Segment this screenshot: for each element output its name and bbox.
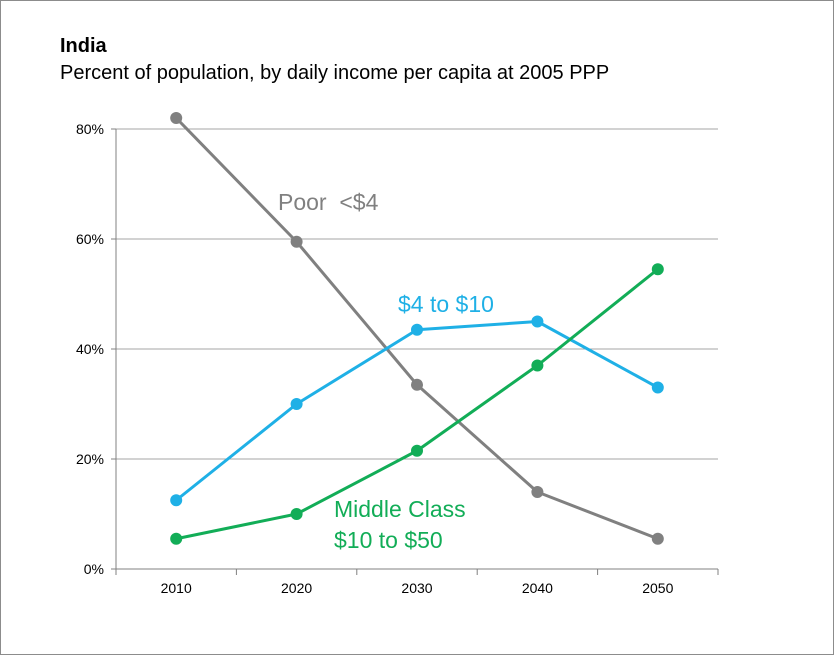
data-point	[290, 398, 303, 410]
series-label: Poor <$4	[278, 189, 379, 215]
chart-title: India	[60, 35, 107, 57]
data-point	[290, 235, 303, 248]
gridlines	[116, 128, 718, 460]
series-label: $10 to $50	[334, 527, 443, 553]
y-axis-ticks: 0% 20% 40% 60% 80%	[76, 121, 116, 577]
x-axis-ticks: 2010 2020 2030 2040 2050	[115, 569, 719, 596]
x-tick-label: 2010	[161, 580, 192, 596]
data-point	[651, 263, 664, 276]
data-point	[531, 486, 544, 498]
data-point	[651, 381, 664, 394]
y-tick-label: 80%	[76, 121, 104, 137]
x-tick-label: 2020	[281, 580, 312, 596]
y-tick-label: 40%	[76, 341, 104, 357]
data-point	[170, 112, 183, 124]
data-point	[531, 315, 544, 328]
y-tick-label: 60%	[76, 231, 104, 247]
y-tick-label: 20%	[76, 451, 104, 467]
data-point	[651, 532, 664, 545]
series-label: Middle Class	[334, 496, 466, 522]
data-point	[411, 378, 423, 391]
data-point	[170, 532, 183, 545]
series-group	[170, 112, 664, 545]
x-tick-label: 2040	[522, 580, 553, 596]
series-label: $4 to $10	[398, 291, 494, 317]
data-point	[290, 508, 303, 520]
chart-subtitle: Percent of population, by daily income p…	[60, 62, 610, 84]
data-point	[531, 359, 544, 372]
y-tick-label: 0%	[84, 561, 104, 577]
series-labels: Poor <$4 $4 to $10 Middle Class $10 to $50	[278, 189, 494, 553]
x-tick-label: 2050	[642, 580, 673, 596]
x-tick-label: 2030	[401, 580, 432, 596]
data-point	[411, 444, 423, 457]
series-line	[175, 320, 659, 502]
data-point	[170, 494, 183, 507]
data-point	[411, 323, 423, 336]
